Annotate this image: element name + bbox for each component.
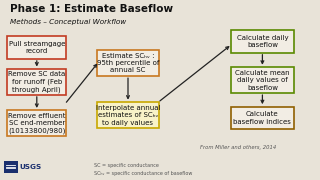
Text: Calculate
baseflow indices: Calculate baseflow indices <box>234 111 291 125</box>
FancyBboxPatch shape <box>7 69 67 95</box>
FancyBboxPatch shape <box>231 67 294 93</box>
Text: From Miller and others, 2014: From Miller and others, 2014 <box>200 145 276 150</box>
Text: SCₕᵥ = specific conductance of baseflow: SCₕᵥ = specific conductance of baseflow <box>94 171 193 176</box>
FancyBboxPatch shape <box>97 50 159 76</box>
Text: Calculate daily
baseflow: Calculate daily baseflow <box>236 35 288 48</box>
Text: USGS: USGS <box>20 164 42 170</box>
Text: Methods – Conceptual Workflow: Methods – Conceptual Workflow <box>10 19 126 25</box>
FancyBboxPatch shape <box>231 107 294 129</box>
Text: Calculate mean
daily values of
baseflow: Calculate mean daily values of baseflow <box>235 70 290 91</box>
FancyBboxPatch shape <box>4 161 18 173</box>
Text: Interpolate annual
estimates of SCₕᵥ
to daily values: Interpolate annual estimates of SCₕᵥ to … <box>96 105 160 126</box>
Text: Remove effluent
SC end-member
(10133800/980): Remove effluent SC end-member (10133800/… <box>8 112 66 134</box>
Text: Phase 1: Estimate Baseflow: Phase 1: Estimate Baseflow <box>10 4 173 15</box>
Text: Estimate SCₕᵥ :
95th percentile of
annual SC: Estimate SCₕᵥ : 95th percentile of annua… <box>97 53 159 73</box>
Text: Pull streamgage
record: Pull streamgage record <box>9 41 65 54</box>
Text: Remove SC data
for runoff (Feb
through April): Remove SC data for runoff (Feb through A… <box>8 71 65 93</box>
FancyBboxPatch shape <box>231 30 294 53</box>
FancyBboxPatch shape <box>97 102 159 128</box>
FancyBboxPatch shape <box>7 36 67 59</box>
FancyBboxPatch shape <box>7 110 67 136</box>
Text: SC = specific conductance: SC = specific conductance <box>94 163 159 168</box>
